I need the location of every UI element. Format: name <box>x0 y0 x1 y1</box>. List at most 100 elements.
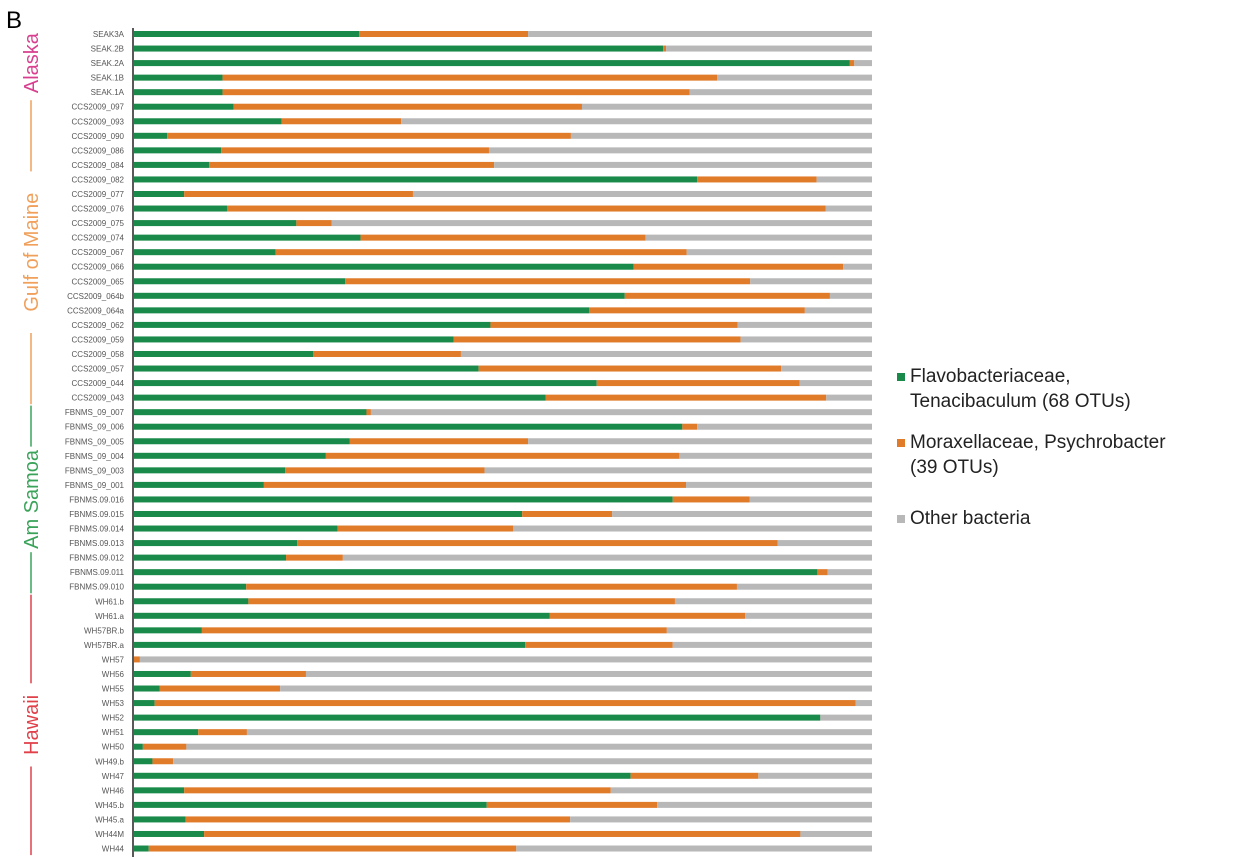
bar-segment <box>528 31 872 37</box>
bar-segment <box>134 365 479 372</box>
bar-segment <box>204 830 801 837</box>
region-label: Am Samoa <box>21 449 43 549</box>
bar-segment <box>296 220 332 227</box>
bar-segment <box>263 481 687 488</box>
region-labels: Alaska Gulf of Maine Am Samoa Hawaii <box>21 32 43 856</box>
bar-segment <box>134 132 168 139</box>
bar-segment <box>221 147 489 154</box>
bar-segment <box>745 612 872 619</box>
bar-segment <box>134 205 227 212</box>
legend-label: Moraxellaceae, Psychrobacter (39 OTUs) <box>910 432 1166 478</box>
category-label: SEAK.2A <box>91 59 125 68</box>
bar-segment <box>226 205 826 212</box>
bar-segment <box>610 787 872 794</box>
bar-segment <box>134 103 234 110</box>
bar-segment <box>717 74 872 81</box>
bar-segment <box>201 627 667 634</box>
bar-segment <box>134 787 185 794</box>
bar-segment <box>697 423 872 430</box>
category-label: WH53 <box>102 699 125 708</box>
bar-segment <box>222 89 690 96</box>
category-label: WH61.b <box>95 597 124 606</box>
category-label: WH45.a <box>95 815 124 824</box>
bar-segment <box>134 394 546 401</box>
bar-segment <box>134 540 298 547</box>
bar-segment <box>490 321 738 328</box>
bar-segment <box>233 103 582 110</box>
bar-segment <box>139 656 872 663</box>
category-label: CCS2009_064a <box>67 306 124 315</box>
category-label: CCS2009_067 <box>72 248 125 257</box>
category-label: CCS2009_084 <box>72 161 125 170</box>
bar-segment <box>134 685 160 692</box>
bar-segment <box>134 729 199 736</box>
bar-segment <box>198 729 247 736</box>
bar-segment <box>401 118 872 125</box>
bar-segment <box>360 234 646 241</box>
bar-segment <box>134 278 346 285</box>
bar-segment <box>612 510 872 517</box>
bar-segment <box>134 220 297 227</box>
bar-segment <box>679 452 872 459</box>
category-label: CCS2009_044 <box>72 379 125 388</box>
bar-segment <box>581 103 872 110</box>
bar-segment <box>134 438 350 445</box>
category-label: SEAK.1A <box>91 88 125 97</box>
bar-segment <box>134 147 222 154</box>
bar-segment <box>134 409 367 416</box>
category-label: CCS2009_093 <box>72 117 125 126</box>
panel-label: B <box>6 7 22 34</box>
bar-segment <box>359 31 529 37</box>
bar-segment <box>816 176 872 183</box>
category-label: WH44 <box>102 845 125 854</box>
bar-segment <box>134 467 286 474</box>
category-label: CCS2009_062 <box>72 321 125 330</box>
category-labels: SEAK3A SEAK.2B SEAK.2A SEAK.1B SEAK.1A CCS200… <box>65 30 125 854</box>
bar-segment <box>134 670 191 677</box>
category-label: WH47 <box>102 772 125 781</box>
bar-segment <box>522 510 613 517</box>
category-label: FBNMS.09.011 <box>70 568 125 577</box>
bar-segment <box>799 380 872 387</box>
category-label: CCS2009_057 <box>72 365 125 374</box>
bar-segment <box>154 700 856 707</box>
category-label: CCS2009_064b <box>67 292 124 301</box>
category-label: SEAK3A <box>93 30 125 39</box>
category-label: CCS2009_058 <box>72 350 125 359</box>
category-label: WH46 <box>102 786 125 795</box>
bar-segment <box>159 685 281 692</box>
bar-segment <box>486 801 658 808</box>
bar-segment <box>246 583 737 590</box>
category-label: CCS2009_097 <box>72 103 125 112</box>
bar-segment <box>134 452 326 459</box>
bar-segment <box>820 714 872 721</box>
bar-segment <box>134 423 683 430</box>
bar-segment <box>134 161 210 168</box>
bar-segment <box>484 467 872 474</box>
bar-segment <box>134 307 590 314</box>
bar-segment <box>549 612 746 619</box>
bar-segment <box>781 365 872 372</box>
legend: Flavobacteriaceae, Tenacibaculum (68 OTUs… <box>897 366 1166 529</box>
bar-segment <box>134 496 673 503</box>
category-label: FBNMS.09.010 <box>69 583 124 592</box>
bar-segment <box>736 583 872 590</box>
bar-segment <box>829 292 872 299</box>
category-label: WH52 <box>102 714 125 723</box>
bar-segment <box>666 45 872 52</box>
region-label: Alaska <box>21 32 43 93</box>
bar-segment <box>825 205 872 212</box>
bar-segment <box>134 714 821 721</box>
category-label: WH50 <box>102 743 125 752</box>
bar-segment <box>184 787 611 794</box>
category-label: CCS2009_059 <box>72 335 125 344</box>
bar-segment <box>142 743 187 750</box>
bar-segment <box>342 554 873 561</box>
bar-segment <box>624 292 830 299</box>
bar-segment <box>689 89 872 96</box>
category-label: WH57 <box>102 655 125 664</box>
bar-segment <box>134 743 143 750</box>
legend-swatch <box>897 439 905 447</box>
bar-segment <box>370 409 872 416</box>
